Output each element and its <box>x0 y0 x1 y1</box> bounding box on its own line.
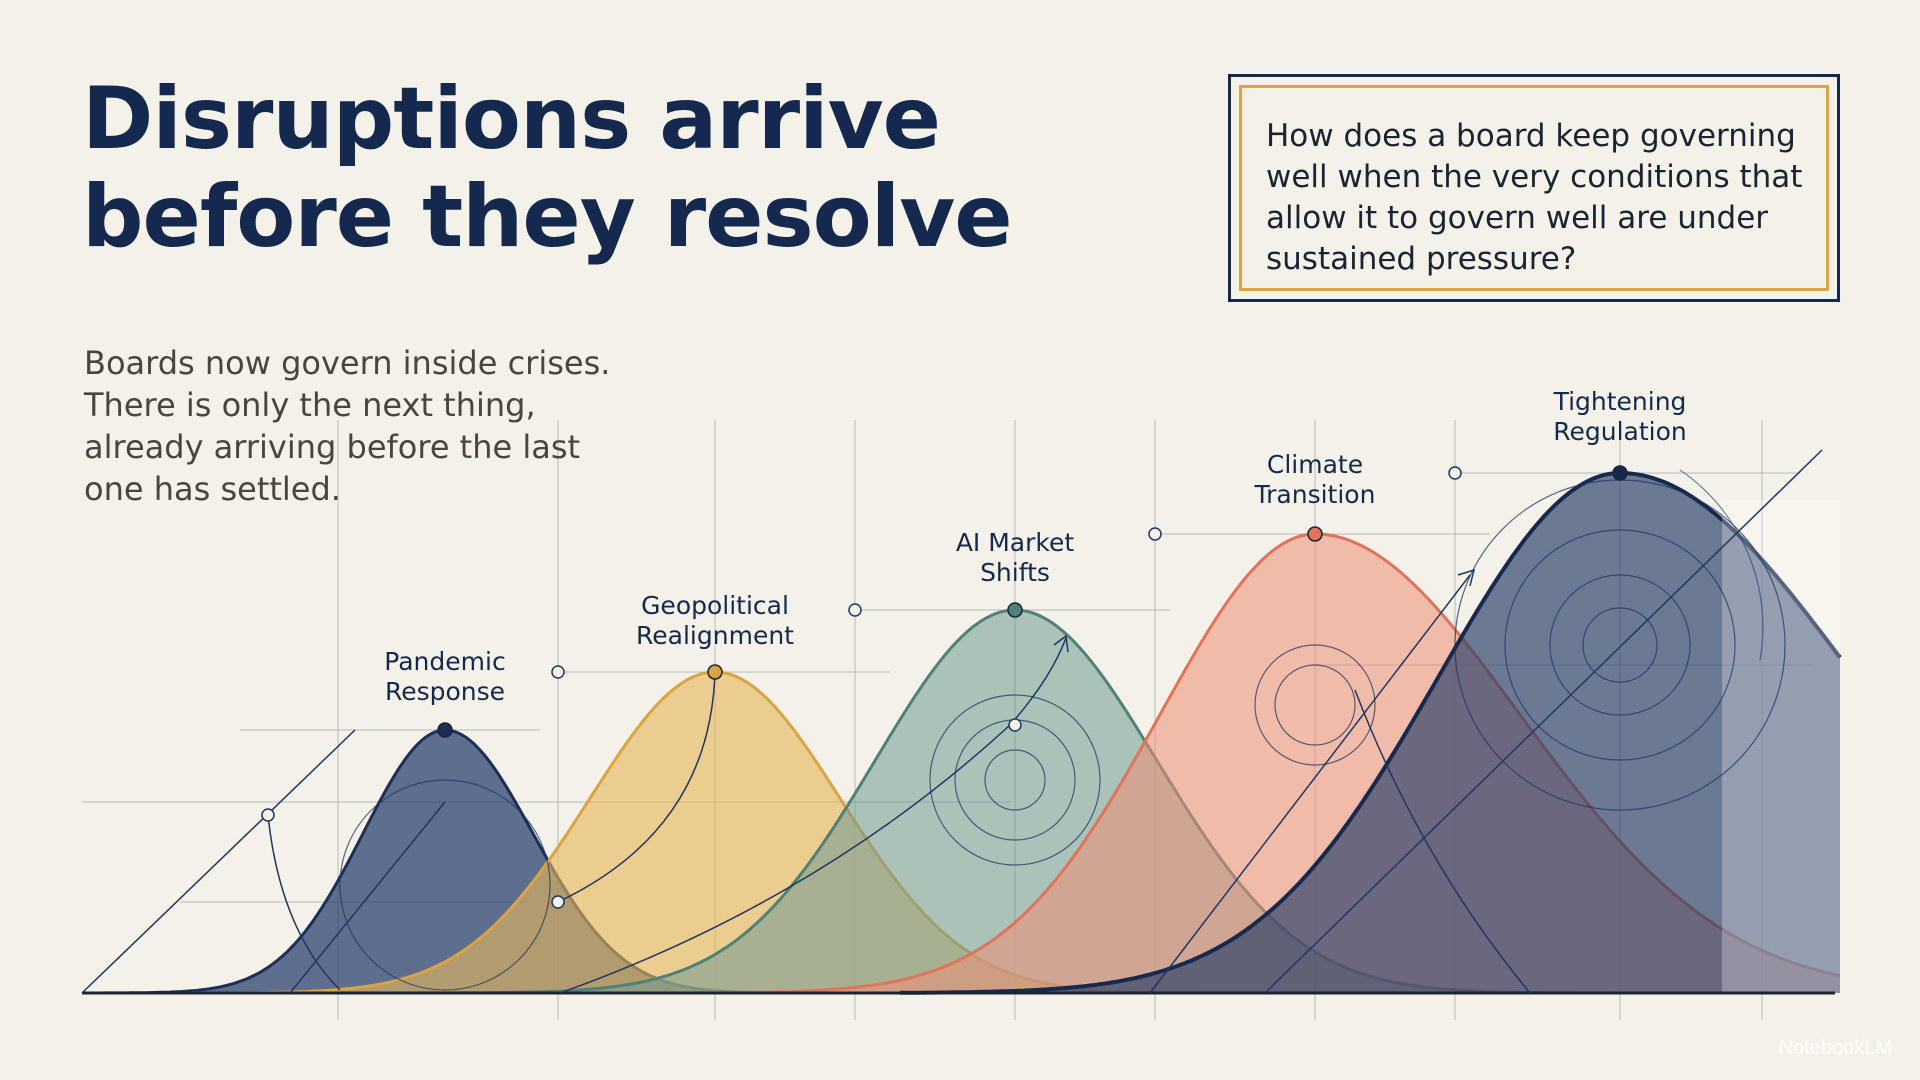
peak-label-climate: Climate <box>1267 450 1363 479</box>
question-callout-inner: How does a board keep governing well whe… <box>1239 85 1829 291</box>
peak-label-regulation: Regulation <box>1553 417 1687 446</box>
question-line-1: How does a board keep governing <box>1266 118 1796 154</box>
peak-dot-regulation <box>1612 465 1628 481</box>
page-title: Disruptions arrive before they resolve <box>82 69 1013 267</box>
peak-dot-climate <box>1307 526 1323 542</box>
intro-line-4: one has settled. <box>84 470 341 508</box>
construction-arc <box>559 637 1067 994</box>
construction-arrow-line <box>1149 574 1471 994</box>
construction-diagonal <box>1264 449 1823 994</box>
construction-circle <box>1549 574 1691 716</box>
peak-label-ai: AI Market <box>956 528 1075 557</box>
curve-line-regulation <box>900 470 1842 995</box>
intro-line-2: There is only the next thing, <box>84 386 536 424</box>
peak-label-ai: Shifts <box>980 558 1050 587</box>
construction-arc <box>267 814 341 991</box>
peak-label-regulation: Tightening <box>1553 387 1687 416</box>
curve-area-pandemic <box>82 730 1100 993</box>
construction-circle <box>1274 664 1356 746</box>
peak-label-climate: Transition <box>1254 480 1376 509</box>
title-line-2: before they resolve <box>82 167 1013 267</box>
question-line-3: allow it to govern well are under <box>1266 200 1769 236</box>
construction-circle <box>1504 529 1736 761</box>
construction-marker <box>1008 718 1022 732</box>
construction-arc <box>1679 469 1764 661</box>
construction-diagonal <box>81 729 356 994</box>
construction-marker <box>551 895 565 909</box>
construction-arrow-head <box>1053 634 1069 653</box>
curve-area-ai <box>260 610 1800 993</box>
construction-marker <box>1448 466 1462 480</box>
peak-label-pandemic: Pandemic <box>384 647 505 676</box>
peak-dot-ai <box>1007 602 1023 618</box>
intro-line-3: already arriving before the last <box>84 428 581 466</box>
construction-circle <box>1254 644 1376 766</box>
construction-circle <box>929 694 1101 866</box>
question-line-4: sustained pressure? <box>1266 241 1577 277</box>
curve-area-regulation <box>900 473 1840 993</box>
fade-band <box>1722 500 1840 993</box>
construction-overlay <box>81 449 1835 995</box>
peak-label-geopolitical: Realignment <box>636 621 794 650</box>
peak-label-geopolitical: Geopolitical <box>641 591 789 620</box>
curve-area-geopolitical <box>82 672 1400 993</box>
peak-dot-geopolitical <box>707 664 723 680</box>
construction-arrow-head <box>1457 568 1476 587</box>
watermark: NotebookLM <box>1778 1037 1892 1059</box>
intro-text: Boards now govern inside crises. There i… <box>84 342 704 510</box>
construction-arc <box>1354 689 1531 994</box>
construction-marker <box>261 808 275 822</box>
peak-label-pandemic: Response <box>385 677 505 706</box>
construction-marker <box>1148 527 1162 541</box>
construction-marker <box>551 665 565 679</box>
construction-circle <box>984 749 1046 811</box>
peak-dot-pandemic <box>437 722 453 738</box>
title-line-1: Disruptions arrive <box>82 69 941 169</box>
construction-arc <box>557 671 716 903</box>
question-line-2: well when the very conditions that <box>1266 159 1803 195</box>
intro-line-1: Boards now govern inside crises. <box>84 344 611 382</box>
construction-marker <box>848 603 862 617</box>
construction-circle <box>1582 607 1658 683</box>
construction-circle <box>339 779 551 991</box>
question-callout: How does a board keep governing well whe… <box>1228 74 1840 302</box>
